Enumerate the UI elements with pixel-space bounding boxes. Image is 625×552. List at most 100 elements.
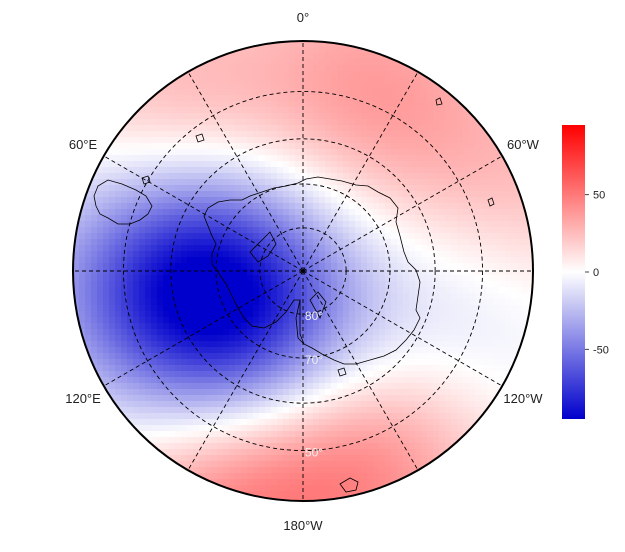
- field-cell: [403, 197, 410, 204]
- field-cell: [415, 449, 422, 456]
- field-cell: [427, 449, 434, 456]
- field-cell: [361, 449, 368, 456]
- field-cell: [145, 155, 152, 162]
- field-cell: [343, 437, 350, 444]
- field-cell: [451, 257, 458, 264]
- field-cell: [379, 131, 386, 138]
- field-cell: [265, 299, 272, 306]
- field-cell: [253, 155, 260, 162]
- field-cell: [133, 251, 140, 258]
- field-cell: [205, 95, 212, 102]
- field-cell: [247, 125, 254, 132]
- field-cell: [421, 323, 428, 330]
- field-cell: [313, 167, 320, 174]
- field-cell: [121, 287, 128, 294]
- field-cell: [343, 341, 350, 348]
- field-cell: [409, 215, 416, 222]
- field-cell: [151, 425, 158, 432]
- field-cell: [235, 263, 242, 270]
- field-cell: [397, 305, 404, 312]
- field-cell: [271, 221, 278, 228]
- field-cell: [385, 347, 392, 354]
- field-cell: [433, 83, 440, 90]
- field-cell: [265, 263, 272, 270]
- field-cell: [205, 77, 212, 84]
- field-cell: [373, 101, 380, 108]
- field-cell: [451, 209, 458, 216]
- field-cell: [187, 299, 194, 306]
- field-cell: [115, 395, 122, 402]
- field-cell: [217, 119, 224, 126]
- field-cell: [217, 215, 224, 222]
- field-cell: [391, 95, 398, 102]
- field-cell: [415, 365, 422, 372]
- field-cell: [391, 485, 398, 492]
- field-cell: [367, 233, 374, 240]
- field-cell: [421, 455, 428, 462]
- field-cell: [139, 239, 146, 246]
- field-cell: [121, 317, 128, 324]
- field-cell: [433, 437, 440, 444]
- field-cell: [445, 329, 452, 336]
- field-cell: [481, 149, 488, 156]
- field-cell: [295, 227, 302, 234]
- field-cell: [151, 431, 158, 438]
- field-cell: [379, 293, 386, 300]
- field-cell: [187, 221, 194, 228]
- field-cell: [361, 479, 368, 486]
- field-cell: [175, 293, 182, 300]
- field-cell: [343, 53, 350, 60]
- field-cell: [283, 287, 290, 294]
- field-cell: [193, 305, 200, 312]
- field-cell: [283, 257, 290, 264]
- field-cell: [307, 215, 314, 222]
- field-cell: [463, 335, 470, 342]
- field-cell: [379, 71, 386, 78]
- field-cell: [319, 107, 326, 114]
- field-cell: [133, 179, 140, 186]
- field-cell: [145, 341, 152, 348]
- field-cell: [403, 359, 410, 366]
- field-cell: [193, 461, 200, 468]
- field-cell: [385, 479, 392, 486]
- field-cell: [433, 431, 440, 438]
- field-cell: [139, 191, 146, 198]
- field-cell: [337, 155, 344, 162]
- field-cell: [475, 167, 482, 174]
- field-cell: [511, 263, 518, 270]
- field-cell: [121, 233, 128, 240]
- field-cell: [199, 455, 206, 462]
- field-cell: [505, 227, 512, 234]
- field-cell: [157, 443, 164, 450]
- field-cell: [229, 431, 236, 438]
- field-cell: [331, 245, 338, 252]
- field-cell: [229, 413, 236, 420]
- field-cell: [217, 353, 224, 360]
- field-cell: [499, 191, 506, 198]
- field-cell: [103, 227, 110, 234]
- field-cell: [415, 245, 422, 252]
- field-cell: [121, 239, 128, 246]
- field-cell: [325, 101, 332, 108]
- field-cell: [397, 293, 404, 300]
- field-cell: [427, 119, 434, 126]
- field-cell: [301, 125, 308, 132]
- field-cell: [319, 263, 326, 270]
- field-cell: [379, 65, 386, 72]
- field-cell: [319, 497, 326, 501]
- field-cell: [451, 173, 458, 180]
- field-cell: [361, 305, 368, 312]
- field-cell: [463, 281, 470, 288]
- field-cell: [427, 239, 434, 246]
- field-cell: [133, 317, 140, 324]
- field-cell: [361, 197, 368, 204]
- field-cell: [319, 383, 326, 390]
- field-cell: [145, 383, 152, 390]
- field-cell: [523, 293, 530, 300]
- field-cell: [229, 149, 236, 156]
- field-cell: [85, 239, 92, 246]
- field-cell: [199, 323, 206, 330]
- field-cell: [415, 137, 422, 144]
- field-cell: [427, 347, 434, 354]
- field-cell: [439, 257, 446, 264]
